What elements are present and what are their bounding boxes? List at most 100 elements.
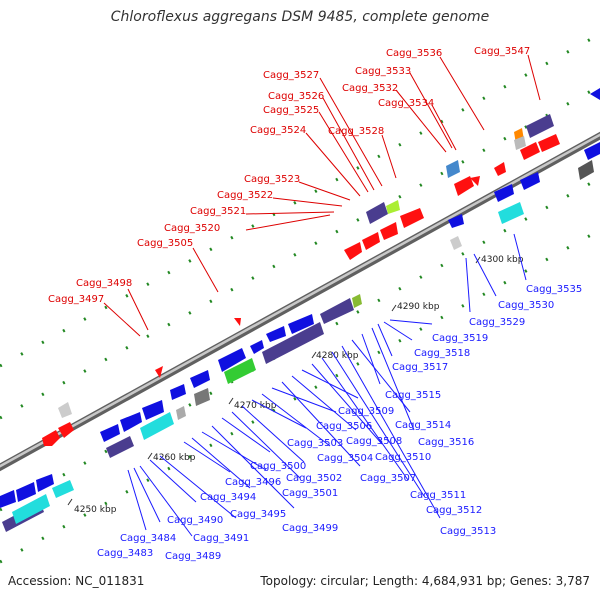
operon-block: [320, 298, 354, 324]
green-block: [386, 200, 400, 214]
cyan-block: [12, 494, 50, 524]
gene-label: Cagg_3502: [286, 473, 342, 484]
gene-label: Cagg_3533: [355, 66, 411, 77]
gene-label: Cagg_3532: [342, 83, 398, 94]
gene-arrow: [454, 176, 474, 196]
green-block: [352, 294, 362, 308]
gene-label: Cagg_3496: [225, 477, 281, 488]
gene-label: Cagg_3517: [392, 362, 448, 373]
gene-arrow: [494, 162, 506, 176]
bottom-leaders: [127, 233, 527, 537]
gene-arrow: [190, 370, 210, 388]
gene-arrow: [520, 172, 540, 190]
gene-arrow: [520, 142, 540, 160]
grey-block: [450, 236, 462, 250]
gene-label: Cagg_3509: [338, 406, 394, 417]
gene-label: Cagg_3524: [250, 125, 306, 136]
gene-label: Cagg_3535: [526, 284, 582, 295]
operon-block: [578, 160, 594, 180]
gene-label: Cagg_3512: [426, 505, 482, 516]
gene-label: Cagg_3518: [414, 348, 470, 359]
gene-arrow: [36, 474, 54, 492]
gene-label: Cagg_3513: [440, 526, 496, 537]
gene-label: Cagg_3505: [137, 238, 193, 249]
gene-arrow: [170, 384, 186, 400]
gene-label: Cagg_3527: [263, 70, 319, 81]
gene-label: Cagg_3490: [167, 515, 223, 526]
gene-label: Cagg_3508: [346, 436, 402, 447]
gene-label: Cagg_3511: [410, 490, 466, 501]
accession-text: Accession: NC_011831: [8, 574, 145, 588]
gene-arrow: [288, 314, 314, 334]
tick-label: 4270 kbp: [234, 401, 277, 411]
gene-arrow: [58, 422, 74, 438]
tick-label: 4290 kbp: [397, 302, 440, 312]
gene-label: Cagg_3528: [328, 126, 384, 137]
gene-label: Cagg_3547: [474, 46, 530, 57]
gene-label: Cagg_3491: [193, 533, 249, 544]
gene-label: Cagg_3510: [375, 452, 431, 463]
gene-arrow: [400, 208, 424, 228]
tick-label: 4260 kbp: [153, 453, 196, 463]
gene-arrow: [16, 482, 36, 502]
gene-label: Cagg_3495: [230, 509, 286, 520]
gene-label: Cagg_3500: [250, 461, 306, 472]
tick-label: 4250 kbp: [74, 505, 117, 515]
gene-label: Cagg_3514: [395, 420, 451, 431]
cyan-block: [498, 202, 524, 224]
blue-block: [446, 160, 460, 178]
gene-label: Cagg_3526: [268, 91, 324, 102]
top-labels: Cagg_3497 Cagg_3498 Cagg_3505 Cagg_3520 …: [48, 46, 530, 305]
gene-label: Cagg_3523: [244, 174, 300, 185]
gene-arrow: [218, 348, 246, 372]
reverse-genes: [0, 88, 600, 508]
tick-label: 4280 kbp: [316, 351, 359, 361]
gene-arrow: [584, 142, 600, 160]
gene-arrow: [470, 176, 480, 186]
gene-label: Cagg_3503: [287, 438, 343, 449]
gene-label: Cagg_3499: [282, 523, 338, 534]
top-leaders: [103, 54, 541, 337]
gene-arrow: [42, 430, 60, 446]
gene-label: Cagg_3522: [217, 190, 273, 201]
operon-block: [526, 114, 554, 138]
grey-block: [514, 136, 526, 150]
gene-label: Cagg_3483: [97, 548, 153, 559]
gene-arrow: [250, 340, 264, 354]
gene-label: Cagg_3515: [385, 390, 441, 401]
gene-arrow: [380, 222, 398, 240]
gene-arrow: [448, 214, 464, 228]
operon-block: [366, 202, 388, 224]
gene-label: Cagg_3504: [317, 453, 373, 464]
gene-label: Cagg_3534: [378, 98, 434, 109]
gene-label: Cagg_3520: [164, 223, 220, 234]
gene-label: Cagg_3498: [76, 278, 132, 289]
gene-label: Cagg_3489: [165, 551, 221, 562]
operon-block: [106, 436, 134, 458]
cyan-block: [140, 412, 174, 440]
gene-arrow: [155, 366, 163, 378]
gene-label: Cagg_3506: [316, 421, 372, 432]
gene-arrow: [538, 134, 560, 152]
forward-genes: [42, 134, 560, 446]
grey-block: [58, 402, 72, 418]
gene-label: Cagg_3516: [418, 437, 474, 448]
topology-text: Topology: circular; Length: 4,684,931 bp…: [260, 574, 590, 588]
operon-block: [262, 322, 324, 364]
gene-label: Cagg_3519: [432, 333, 488, 344]
feature-blocks: [2, 114, 594, 532]
bottom-labels: Cagg_3483 Cagg_3484 Cagg_3489 Cagg_3490 …: [97, 284, 582, 562]
gene-label: Cagg_3497: [48, 294, 104, 305]
gene-arrow: [266, 326, 286, 342]
gene-label: Cagg_3501: [282, 488, 338, 499]
gene-arrow: [494, 184, 514, 202]
tick-label: 4300 kbp: [481, 255, 524, 265]
gene-arrow: [344, 242, 362, 260]
gene-label: Cagg_3484: [120, 533, 176, 544]
gene-arrow: [234, 318, 241, 326]
cyan-block: [52, 480, 74, 498]
genome-title: Chloroflexus aggregans DSM 9485, complet…: [110, 9, 490, 25]
gene-label: Cagg_3521: [190, 206, 246, 217]
green-block: [224, 358, 256, 384]
